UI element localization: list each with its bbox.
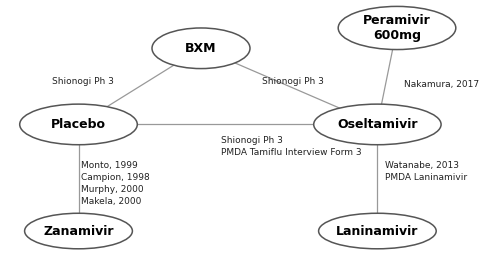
Text: Monto, 1999
Campion, 1998
Murphy, 2000
Makela, 2000: Monto, 1999 Campion, 1998 Murphy, 2000 M… (81, 161, 150, 206)
Text: Placebo: Placebo (51, 118, 106, 131)
Ellipse shape (24, 213, 132, 249)
Ellipse shape (20, 104, 138, 145)
Text: Oseltamivir: Oseltamivir (337, 118, 417, 131)
Text: BXM: BXM (185, 42, 217, 55)
Ellipse shape (314, 104, 441, 145)
Text: Shionogi Ph 3: Shionogi Ph 3 (52, 77, 114, 87)
Text: Zanamivir: Zanamivir (44, 225, 114, 238)
Text: Watanabe, 2013
PMDA Laninamivir: Watanabe, 2013 PMDA Laninamivir (385, 161, 467, 182)
Ellipse shape (152, 28, 250, 69)
Text: Nakamura, 2017: Nakamura, 2017 (404, 80, 479, 89)
Text: Shionogi Ph 3: Shionogi Ph 3 (262, 77, 324, 87)
Ellipse shape (318, 213, 436, 249)
Text: Laninamivir: Laninamivir (336, 225, 418, 238)
Text: Shionogi Ph 3
PMDA Tamiflu Interview Form 3: Shionogi Ph 3 PMDA Tamiflu Interview For… (220, 136, 361, 157)
Text: Peramivir
600mg: Peramivir 600mg (363, 14, 431, 42)
Ellipse shape (338, 6, 456, 49)
